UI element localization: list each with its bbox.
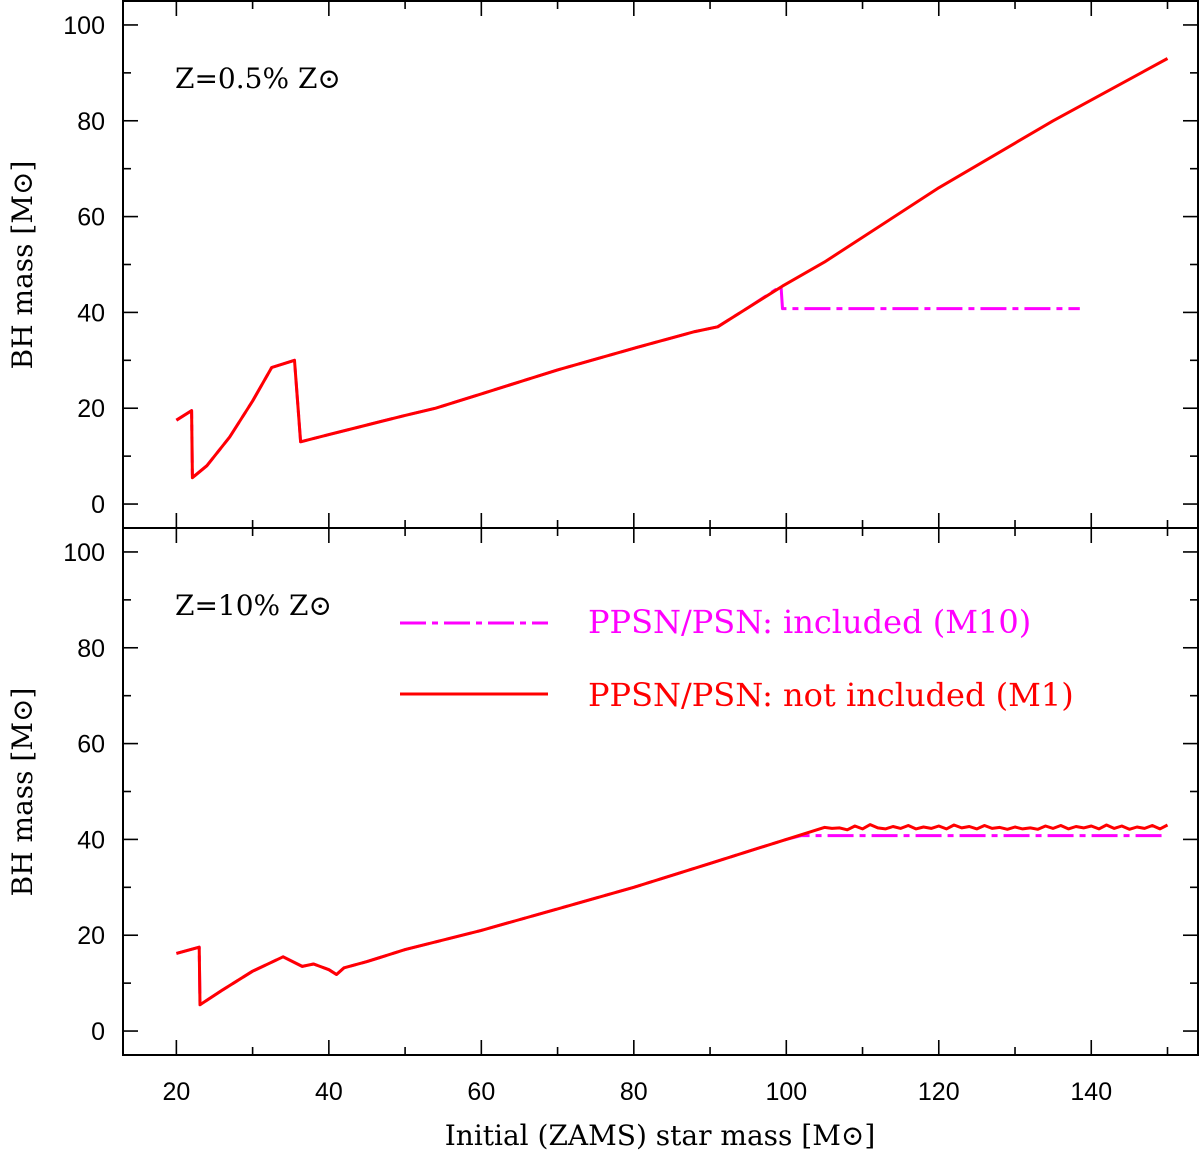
legend: PPSN/PSN: included (M10) PPSN/PSN: not i…	[400, 603, 1074, 714]
x-tick-label: 140	[1070, 1078, 1112, 1106]
series-ppsn-not-included-bottom	[176, 823, 1169, 1007]
data-series	[175, 57, 1169, 1007]
series-ppsn-not-included-top	[175, 57, 1169, 480]
series-ppsn-included-top	[175, 284, 1080, 480]
y-tick-label: 20	[77, 922, 105, 950]
x-tick-label: 20	[162, 1078, 190, 1106]
x-tick-label: 100	[765, 1078, 807, 1106]
x-axis-label: Initial (ZAMS) star mass [M⊙]	[445, 1119, 876, 1152]
y-tick-label: 20	[77, 395, 105, 423]
axis-ticks: 0 20 40 60 80 100 0 20 40 60 80 100 20 40 60 80 100 120 14…	[63, 1, 1198, 1106]
y-tick-label: 80	[77, 108, 105, 136]
y-axis-label-top: BH mass [M⊙]	[6, 161, 39, 370]
x-tick-label: 40	[315, 1078, 343, 1106]
y-tick-label: 60	[77, 204, 105, 232]
y-tick-label: 40	[77, 299, 105, 327]
x-tick-label: 120	[918, 1078, 960, 1106]
bottom-panel-annotation: Z=10% Z⊙	[175, 589, 332, 622]
y-tick-label: 0	[91, 1018, 105, 1046]
y-tick-label: 40	[77, 826, 105, 854]
y-tick-label: 100	[63, 12, 105, 40]
y-tick-label: 80	[77, 635, 105, 663]
y-tick-label: 0	[91, 491, 105, 519]
y-tick-label: 100	[63, 539, 105, 567]
legend-label-ppsn-not-included: PPSN/PSN: not included (M1)	[588, 676, 1074, 714]
top-panel-annotation: Z=0.5% Z⊙	[175, 62, 341, 95]
x-tick-label: 60	[467, 1078, 495, 1106]
y-axis-label-bottom: BH mass [M⊙]	[6, 688, 39, 897]
y-tick-label: 60	[77, 731, 105, 759]
x-tick-label: 80	[620, 1078, 648, 1106]
series-ppsn-included-bottom	[176, 834, 1168, 1007]
legend-label-ppsn-included: PPSN/PSN: included (M10)	[588, 603, 1031, 641]
